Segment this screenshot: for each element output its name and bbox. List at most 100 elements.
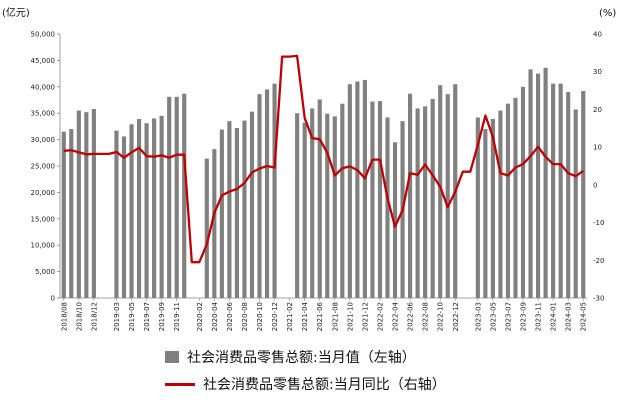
bar-2022-09 (430, 98, 435, 298)
x-tick-label: 2023-09 (520, 302, 528, 331)
x-tick-label: 2019-09 (158, 302, 166, 331)
bar-2019-05 (129, 124, 134, 299)
x-tick-label: 2022-12 (452, 302, 460, 331)
x-tick-label: 2022-06 (407, 301, 415, 331)
legend-swatch-bar (165, 351, 179, 363)
x-tick-label: 2018/08 (60, 302, 68, 331)
right-tick-label: 0 (593, 181, 597, 189)
bar-2018-10 (76, 110, 81, 298)
x-tick-label: 2023-07 (504, 302, 512, 331)
bar-2023-09 (520, 86, 526, 298)
x-tick-label: 2022-08 (422, 302, 430, 331)
bar-2021-03 (295, 113, 300, 298)
bar-2024-03 (566, 92, 571, 298)
bar-2019-12 (182, 93, 187, 298)
x-tick-label: 2021-12 (361, 302, 369, 331)
x-tick-label: 2020-08 (241, 302, 249, 331)
bar-2023-06 (498, 110, 503, 298)
x-tick-label: 2021-04 (301, 301, 309, 331)
bar-2020-10 (257, 94, 262, 298)
bar-2020-09 (249, 111, 255, 298)
x-tick-label: 2020-12 (271, 302, 279, 331)
bar-series (61, 67, 586, 299)
x-tick-label: 2019-03 (113, 302, 121, 331)
x-tick-label: 2021-02 (286, 302, 294, 331)
bar-2019-07 (144, 123, 149, 299)
left-tick-label: 0 (51, 295, 55, 303)
bar-2020-04 (212, 149, 217, 298)
bar-2023-08 (513, 97, 518, 298)
legend-item-line: 社会消费品零售总额:当月同比（右轴） (165, 374, 446, 394)
bar-2020-08 (242, 120, 247, 298)
bar-2023-12 (543, 67, 548, 299)
bar-2022-04 (392, 142, 398, 298)
bar-2022-08 (423, 106, 428, 298)
bar-2018-08 (61, 131, 66, 298)
left-tick-label: 30,000 (31, 136, 56, 144)
bar-2024-05 (581, 91, 586, 298)
bar-2024-02 (558, 83, 563, 299)
bar-2021-04 (302, 122, 307, 298)
line-series (63, 54, 584, 264)
x-tick-label: 2024-03 (565, 302, 573, 331)
right-tick-label: 10 (593, 144, 602, 152)
bar-2023-11 (535, 73, 541, 298)
bar-2021-05 (310, 108, 315, 298)
bar-2022-03 (385, 117, 390, 298)
bar-2021-10 (347, 84, 352, 298)
bar-2023-03 (475, 117, 480, 298)
x-tick-label: 2021-06 (316, 301, 324, 331)
x-tick-label: 2023-03 (474, 302, 482, 331)
bar-2021-08 (332, 116, 337, 298)
right-tick-label: 30 (593, 68, 602, 76)
bar-2020-07 (234, 127, 239, 298)
bar-2022-06 (408, 93, 413, 298)
bar-2020-05 (219, 129, 224, 298)
left-tick-label: 40,000 (31, 83, 56, 91)
right-tick-label: -10 (593, 219, 604, 227)
bar-2018-12 (91, 108, 96, 298)
legend-label-line: 社会消费品零售总额:当月同比（右轴） (203, 377, 446, 393)
bar-2019-06 (136, 119, 142, 299)
bar-2019-09 (159, 115, 164, 298)
bar-2023-05 (490, 119, 495, 299)
x-tick-label: 2022-04 (392, 301, 400, 331)
left-tick-label: 25,000 (31, 163, 56, 171)
left-tick-label: 5,000 (35, 268, 55, 276)
right-axis-unit: (%) (599, 8, 616, 19)
left-axis-unit: (亿元) (2, 6, 30, 19)
x-tick-label: 2021-10 (346, 302, 354, 331)
legend-item-bar: 社会消费品零售总额:当月值（左轴） (165, 347, 416, 367)
bar-2019-04 (121, 136, 127, 298)
left-tick-label: 45,000 (31, 57, 56, 65)
bar-2020-06 (227, 121, 232, 299)
bar-2018-11 (84, 112, 89, 298)
x-tick-label: 2019-05 (128, 302, 136, 331)
bar-2019-08 (152, 118, 157, 298)
x-tick-label: 2018/10 (75, 302, 83, 331)
left-tick-label: 20,000 (31, 189, 56, 197)
x-tick-label: 2024-01 (550, 302, 558, 331)
bar-2022-11 (445, 94, 450, 298)
bar-2019-03 (114, 130, 119, 298)
bar-2020-11 (264, 89, 270, 298)
bar-2022-10 (438, 85, 443, 298)
axes: 0 5,000 10,000 15,000 20,000 25,000 30,000 35,0… (31, 31, 605, 332)
x-tick-label: 2022-02 (376, 302, 384, 331)
bar-2022-02 (377, 101, 383, 298)
bar-2021-06 (317, 99, 322, 298)
legend-swatch-line (165, 382, 195, 386)
right-tick-label: -30 (593, 295, 604, 303)
x-tick-label: 2020-06 (226, 301, 234, 331)
bar-2021-12 (362, 79, 367, 298)
yoy-line (63, 54, 584, 264)
bar-2019-10 (167, 96, 172, 298)
x-tick-label: 2021-08 (331, 302, 339, 331)
x-tick-label: 2018/12 (90, 302, 98, 331)
bar-2023-04 (483, 129, 488, 298)
right-tick-label: -20 (593, 257, 604, 265)
bar-2018-09 (69, 129, 74, 298)
x-tick-label: 2020-02 (196, 302, 204, 331)
x-tick-label: 2023-11 (535, 302, 543, 331)
